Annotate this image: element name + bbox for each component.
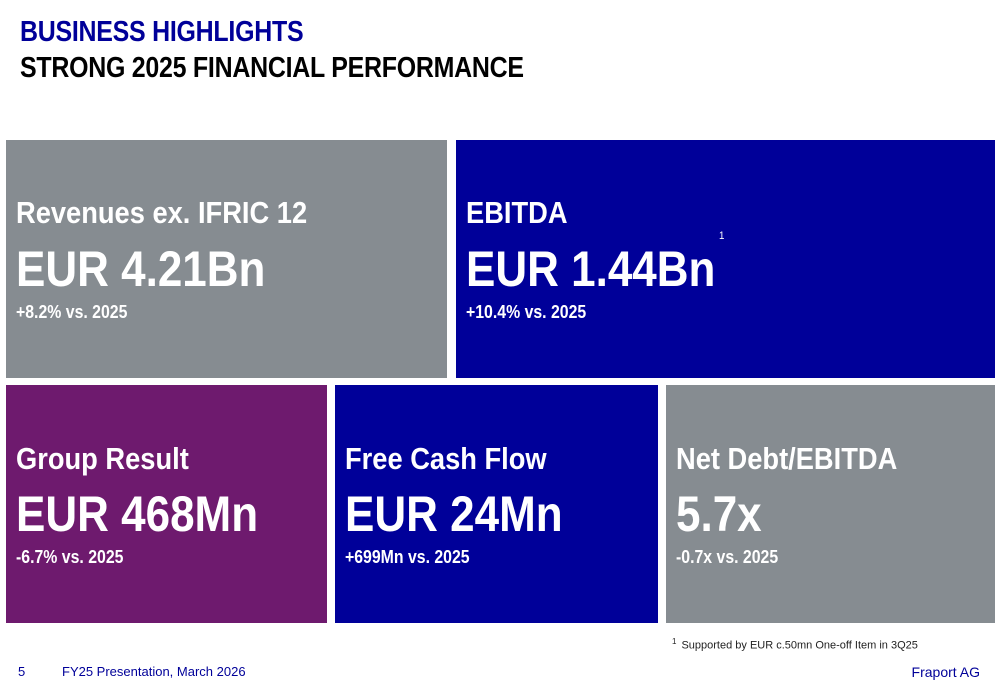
tile-value: EUR 4.21Bn [16, 241, 266, 297]
tile-value: EUR 24Mn [345, 486, 563, 542]
page-number: 5 [18, 664, 26, 679]
tile-label: Group Result [16, 441, 189, 476]
tile-value-text: EUR 1.44Bn [466, 241, 716, 297]
footnote-ref: 1 [718, 230, 725, 242]
presentation-name: FY25 Presentation, March 2026 [62, 664, 246, 679]
tile-label: Free Cash Flow [345, 441, 547, 476]
tile-change: -6.7% vs. 2025 [16, 547, 124, 567]
tile-value: EUR 1.44Bn1 [466, 230, 724, 298]
company-name: Fraport AG [911, 664, 980, 680]
tile-net-debt-ebitda: Net Debt/EBITDA 5.7x -0.7x vs. 2025 [666, 385, 995, 623]
tile-revenues: Revenues ex. IFRIC 12 EUR 4.21Bn +8.2% v… [6, 140, 447, 378]
tile-change: -0.7x vs. 2025 [676, 547, 779, 567]
tile-value: EUR 468Mn [16, 486, 259, 542]
tile-change: +10.4% vs. 2025 [466, 302, 587, 322]
tile-ebitda: EBITDA EUR 1.44Bn1 +10.4% vs. 2025 [456, 140, 995, 378]
tile-label: Net Debt/EBITDA [676, 441, 898, 476]
footnote: 1 Supported by EUR c.50mn One-off Item in… [672, 637, 918, 652]
footnote-text: Supported by EUR c.50mn One-off Item in … [681, 639, 918, 652]
tile-label: Revenues ex. IFRIC 12 [16, 195, 308, 230]
tile-change: +699Mn vs. 2025 [345, 547, 470, 567]
footnote-marker: 1 [672, 637, 677, 646]
tile-group-result: Group Result EUR 468Mn -6.7% vs. 2025 [6, 385, 327, 623]
tile-change: +8.2% vs. 2025 [16, 302, 128, 322]
page-subtitle: STRONG 2025 FINANCIAL PERFORMANCE [20, 52, 524, 84]
tile-label: EBITDA [466, 195, 568, 230]
page-title: BUSINESS HIGHLIGHTS [20, 16, 304, 48]
tile-free-cash-flow: Free Cash Flow EUR 24Mn +699Mn vs. 2025 [335, 385, 658, 623]
tile-value: 5.7x [676, 486, 762, 542]
